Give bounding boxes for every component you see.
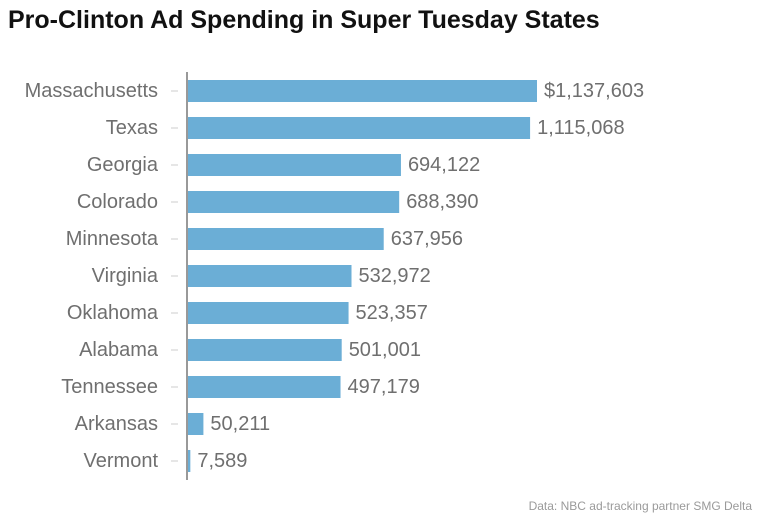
y-tick-label: Minnesota — [66, 228, 159, 250]
data-label: 688,390 — [406, 191, 478, 213]
bar — [188, 450, 191, 472]
y-tick-label: Oklahoma — [67, 302, 159, 324]
y-tick-label: Massachusetts — [25, 80, 158, 102]
data-label: $1,137,603 — [544, 80, 644, 102]
bar — [188, 80, 537, 102]
data-label: 501,001 — [349, 339, 421, 361]
data-label: 50,211 — [210, 413, 270, 435]
bar — [188, 154, 401, 176]
bar — [188, 117, 531, 139]
data-label: 532,972 — [359, 265, 431, 287]
data-label: 694,122 — [408, 154, 480, 176]
data-label: 637,956 — [391, 228, 463, 250]
bar — [188, 302, 349, 324]
chart-title: Pro-Clinton Ad Spending in Super Tuesday… — [8, 6, 600, 34]
data-label: 7,589 — [197, 450, 247, 472]
bar — [188, 228, 384, 250]
bar — [188, 191, 400, 213]
y-tick-label: Alabama — [79, 339, 159, 361]
y-tick-label: Vermont — [84, 450, 159, 472]
y-tick-label: Arkansas — [75, 413, 158, 435]
data-label: 523,357 — [356, 302, 428, 324]
y-tick-label: Texas — [106, 117, 158, 139]
y-tick-label: Colorado — [77, 191, 158, 213]
y-tick-label: Georgia — [87, 154, 159, 176]
data-label: 1,115,068 — [537, 117, 625, 139]
bar — [188, 265, 352, 287]
bar — [188, 339, 342, 361]
source-note: Data: NBC ad-tracking partner SMG Delta — [528, 499, 752, 513]
bar — [188, 376, 341, 398]
data-label: 497,179 — [348, 376, 420, 398]
y-tick-label: Virginia — [92, 265, 159, 287]
bar — [188, 413, 204, 435]
y-tick-label: Tennessee — [61, 376, 158, 398]
